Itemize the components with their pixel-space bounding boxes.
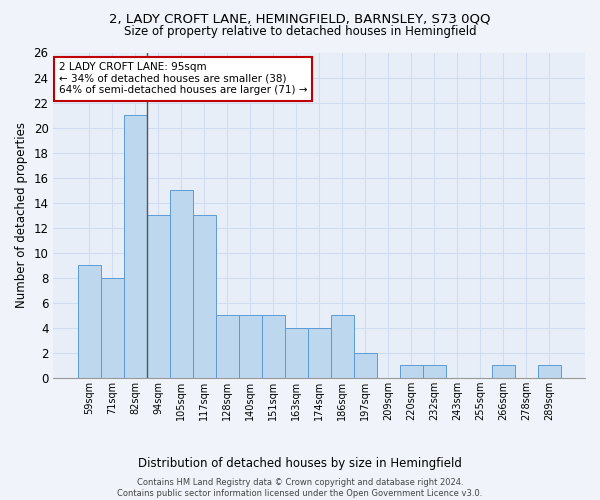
Text: 2 LADY CROFT LANE: 95sqm
← 34% of detached houses are smaller (38)
64% of semi-d: 2 LADY CROFT LANE: 95sqm ← 34% of detach… (59, 62, 307, 96)
Bar (170, 190, 193, 378)
Bar (492, 365, 515, 378)
Text: Contains HM Land Registry data © Crown copyright and database right 2024.
Contai: Contains HM Land Registry data © Crown c… (118, 478, 482, 498)
Bar (101, 278, 124, 378)
Bar (331, 315, 354, 378)
Bar (262, 315, 284, 378)
Bar (193, 215, 215, 378)
Bar (284, 328, 308, 378)
Y-axis label: Number of detached properties: Number of detached properties (15, 122, 28, 308)
Text: 2, LADY CROFT LANE, HEMINGFIELD, BARNSLEY, S73 0QQ: 2, LADY CROFT LANE, HEMINGFIELD, BARNSLE… (109, 12, 491, 26)
Bar (77, 265, 101, 378)
Bar (146, 215, 170, 378)
Bar (308, 328, 331, 378)
Bar (354, 352, 377, 378)
Bar (239, 315, 262, 378)
Text: Distribution of detached houses by size in Hemingfield: Distribution of detached houses by size … (138, 458, 462, 470)
Bar (538, 365, 561, 378)
Text: Size of property relative to detached houses in Hemingfield: Size of property relative to detached ho… (124, 25, 476, 38)
Bar (124, 115, 146, 378)
Bar (423, 365, 446, 378)
Bar (400, 365, 423, 378)
Bar (215, 315, 239, 378)
